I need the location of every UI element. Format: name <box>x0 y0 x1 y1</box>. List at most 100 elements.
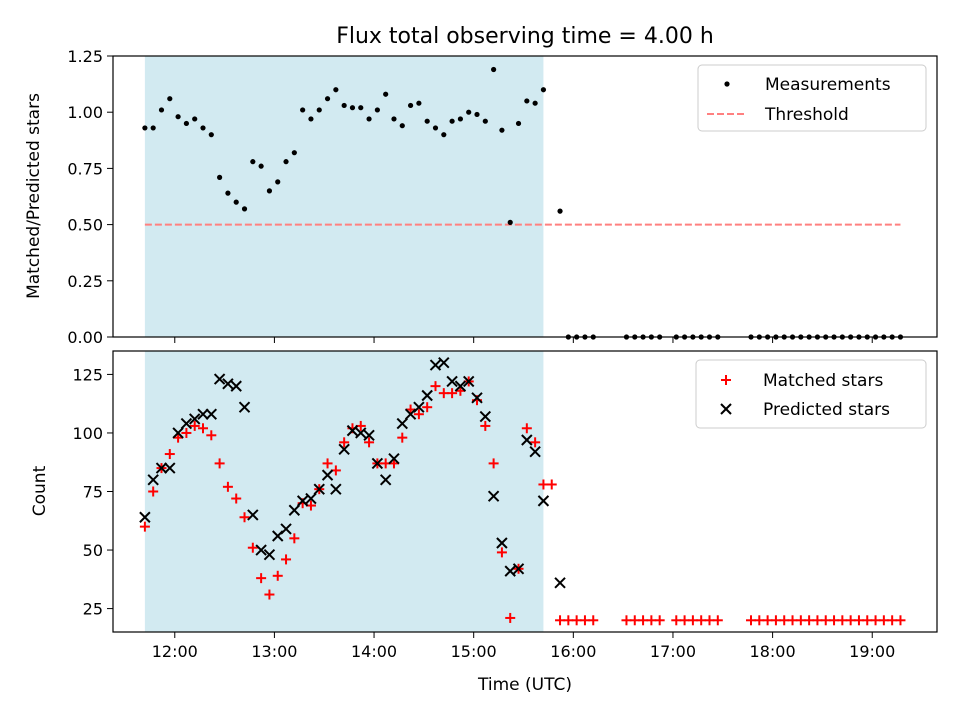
bottom-observing-window <box>144 351 544 632</box>
measurement-point <box>407 102 414 109</box>
predicted-star-point <box>421 389 433 402</box>
predicted-star-point <box>512 563 525 575</box>
measurement-point <box>416 100 422 106</box>
predicted-star-point-b <box>313 483 325 495</box>
top-legend-frame <box>697 64 927 132</box>
legend-label-threshold: Threshold <box>764 105 849 125</box>
predicted-star-point <box>388 453 400 465</box>
measurement-point <box>507 219 513 225</box>
predicted-star-point <box>346 424 359 437</box>
predicted-star-point <box>280 523 292 535</box>
legend-marker-matched-stars <box>721 375 731 385</box>
predicted-star-point <box>355 427 367 439</box>
predicted-star-point-b <box>438 357 450 369</box>
predicted-star-point <box>371 457 384 470</box>
predicted-star-point-b <box>496 537 508 549</box>
y-tick-label: 0.75 <box>67 159 103 178</box>
predicted-star-point-b <box>355 427 367 439</box>
predicted-star-point-b <box>346 424 359 437</box>
predicted-star-point <box>529 445 541 458</box>
predicted-star-point-b <box>479 410 492 423</box>
predicted-star-point <box>321 469 334 481</box>
predicted-star-point <box>296 495 309 507</box>
predicted-star-point <box>230 380 242 392</box>
measurement-point <box>366 116 372 122</box>
x-tick-label: 18:00 <box>750 642 796 661</box>
predicted-star-point <box>263 549 276 561</box>
predicted-star-point-b <box>388 453 400 465</box>
y-tick-label: 75 <box>83 483 103 502</box>
measurement-point <box>457 116 464 122</box>
measurement-point <box>333 87 339 93</box>
predicted-star-point <box>454 380 467 392</box>
predicted-star-point-b <box>213 373 226 385</box>
bottom-panel: 25 50 75 100 125 12:00 13:00 14:00 15:00 16:00 17:… <box>30 350 938 695</box>
matched-star-point <box>281 554 292 565</box>
matched-star-point <box>198 423 209 434</box>
x-tick-label: 15:00 <box>451 642 497 661</box>
predicted-star-point-b <box>462 375 475 388</box>
legend-marker-measurements <box>724 81 730 87</box>
measurement-point <box>540 87 547 93</box>
shaded-region <box>144 351 544 632</box>
predicted-star-point <box>429 359 442 371</box>
top-legend: Measurements Threshold <box>697 64 927 132</box>
predicted-star-point <box>255 544 267 556</box>
measurement-point <box>266 188 273 194</box>
top-y-axis-label: Matched/Predicted stars <box>24 93 44 299</box>
matched-star-point <box>422 402 433 413</box>
measurement-point <box>482 118 488 124</box>
measurement-point <box>424 118 430 124</box>
predicted-star-point-b <box>487 490 500 502</box>
predicted-star-point-b <box>147 474 159 486</box>
predicted-star-point-b <box>537 495 550 507</box>
measurement-point <box>142 125 148 131</box>
legend-marker-predicted-stars <box>720 403 732 415</box>
predicted-star-point <box>338 443 350 456</box>
matched-star-point <box>546 479 557 490</box>
x-tick-label: 14:00 <box>351 642 397 661</box>
x-tick-label: 19:00 <box>849 642 895 661</box>
measurement-point <box>167 96 173 102</box>
measurement-point <box>200 125 206 131</box>
matched-star-point <box>289 533 300 544</box>
matched-star-point <box>364 437 375 448</box>
matched-star-point <box>712 615 723 626</box>
predicted-star-point-b <box>164 462 176 474</box>
matched-star-point <box>247 542 258 553</box>
bottom-axes-ticks: 25 50 75 100 125 12:00 13:00 14:00 15:00 16:00 17:… <box>72 365 895 661</box>
top-data-layer <box>142 66 904 340</box>
legend-label-predicted-stars: Predicted stars <box>763 400 890 420</box>
predicted-star-point <box>363 429 375 442</box>
matched-star-point <box>214 458 225 469</box>
matched-star-point <box>339 437 350 448</box>
measurement-point <box>499 127 505 133</box>
predicted-star-point <box>413 401 425 413</box>
bottom-data-layer <box>139 357 906 626</box>
matched-star-point <box>322 458 333 469</box>
predicted-star-point-b <box>238 401 251 413</box>
predicted-star-point-b <box>554 577 566 589</box>
predicted-star-point-b <box>471 392 483 404</box>
measurement-point <box>275 179 281 185</box>
predicted-star-point-b <box>504 565 516 577</box>
top-axes-frame <box>112 55 938 338</box>
matched-star-point <box>530 437 541 448</box>
predicted-star-point <box>205 408 218 420</box>
predicted-star-point-b <box>172 427 184 439</box>
predicted-star-point <box>247 509 259 521</box>
predicted-star-point-b <box>222 378 234 390</box>
shaded-region <box>144 56 544 337</box>
predicted-star-point <box>313 483 325 495</box>
matched-star-point <box>222 481 233 492</box>
predicted-star-point <box>479 410 492 423</box>
matched-star-point <box>521 423 532 434</box>
y-tick-label: 1.25 <box>67 47 103 66</box>
legend-plus <box>721 375 731 385</box>
bottom-legend: Matched stars Predicted stars <box>695 359 927 429</box>
legend-label-matched-stars: Matched stars <box>763 371 883 391</box>
predicted-star-point-b <box>288 504 301 516</box>
predicted-star-point-b <box>280 523 292 535</box>
predicted-star-point <box>504 565 516 577</box>
predicted-star-point <box>396 417 408 430</box>
